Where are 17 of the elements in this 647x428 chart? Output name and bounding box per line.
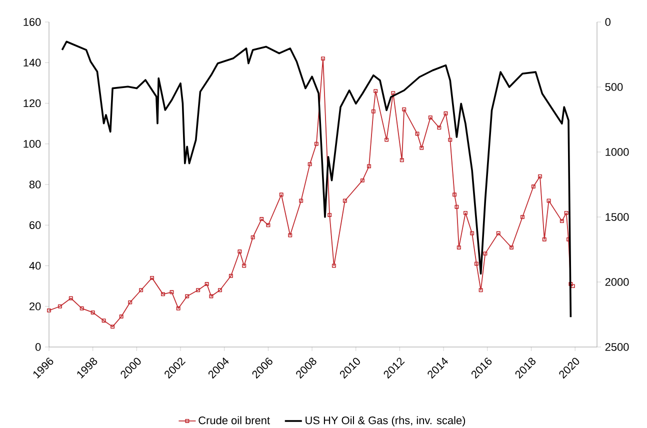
y-tick-label: 120 [24,99,41,108]
legend-label: US HY Oil & Gas (rhs, inv. scale) [306,416,466,426]
y-tick-label: 140 [24,58,41,67]
y-tick-label: 100 [24,140,41,148]
y2-tick-label: 1500 [606,213,629,221]
y-tick-label: 0 [35,343,41,351]
y2-tick-label: 500 [605,83,623,91]
y-tick-label: 20 [30,302,41,310]
y-tick-label: 80 [29,180,41,188]
y-tick-label: 160 [24,18,41,26]
legend-label: Crude oil brent [198,416,270,424]
y-tick-label: 40 [29,262,41,270]
y-tick-label: 60 [30,221,41,230]
y2-tick-label: 1000 [606,148,629,156]
y2-tick-label: 2500 [605,343,629,351]
y2-tick-label: 2000 [605,278,629,286]
y2-tick-label: 0 [605,18,610,26]
